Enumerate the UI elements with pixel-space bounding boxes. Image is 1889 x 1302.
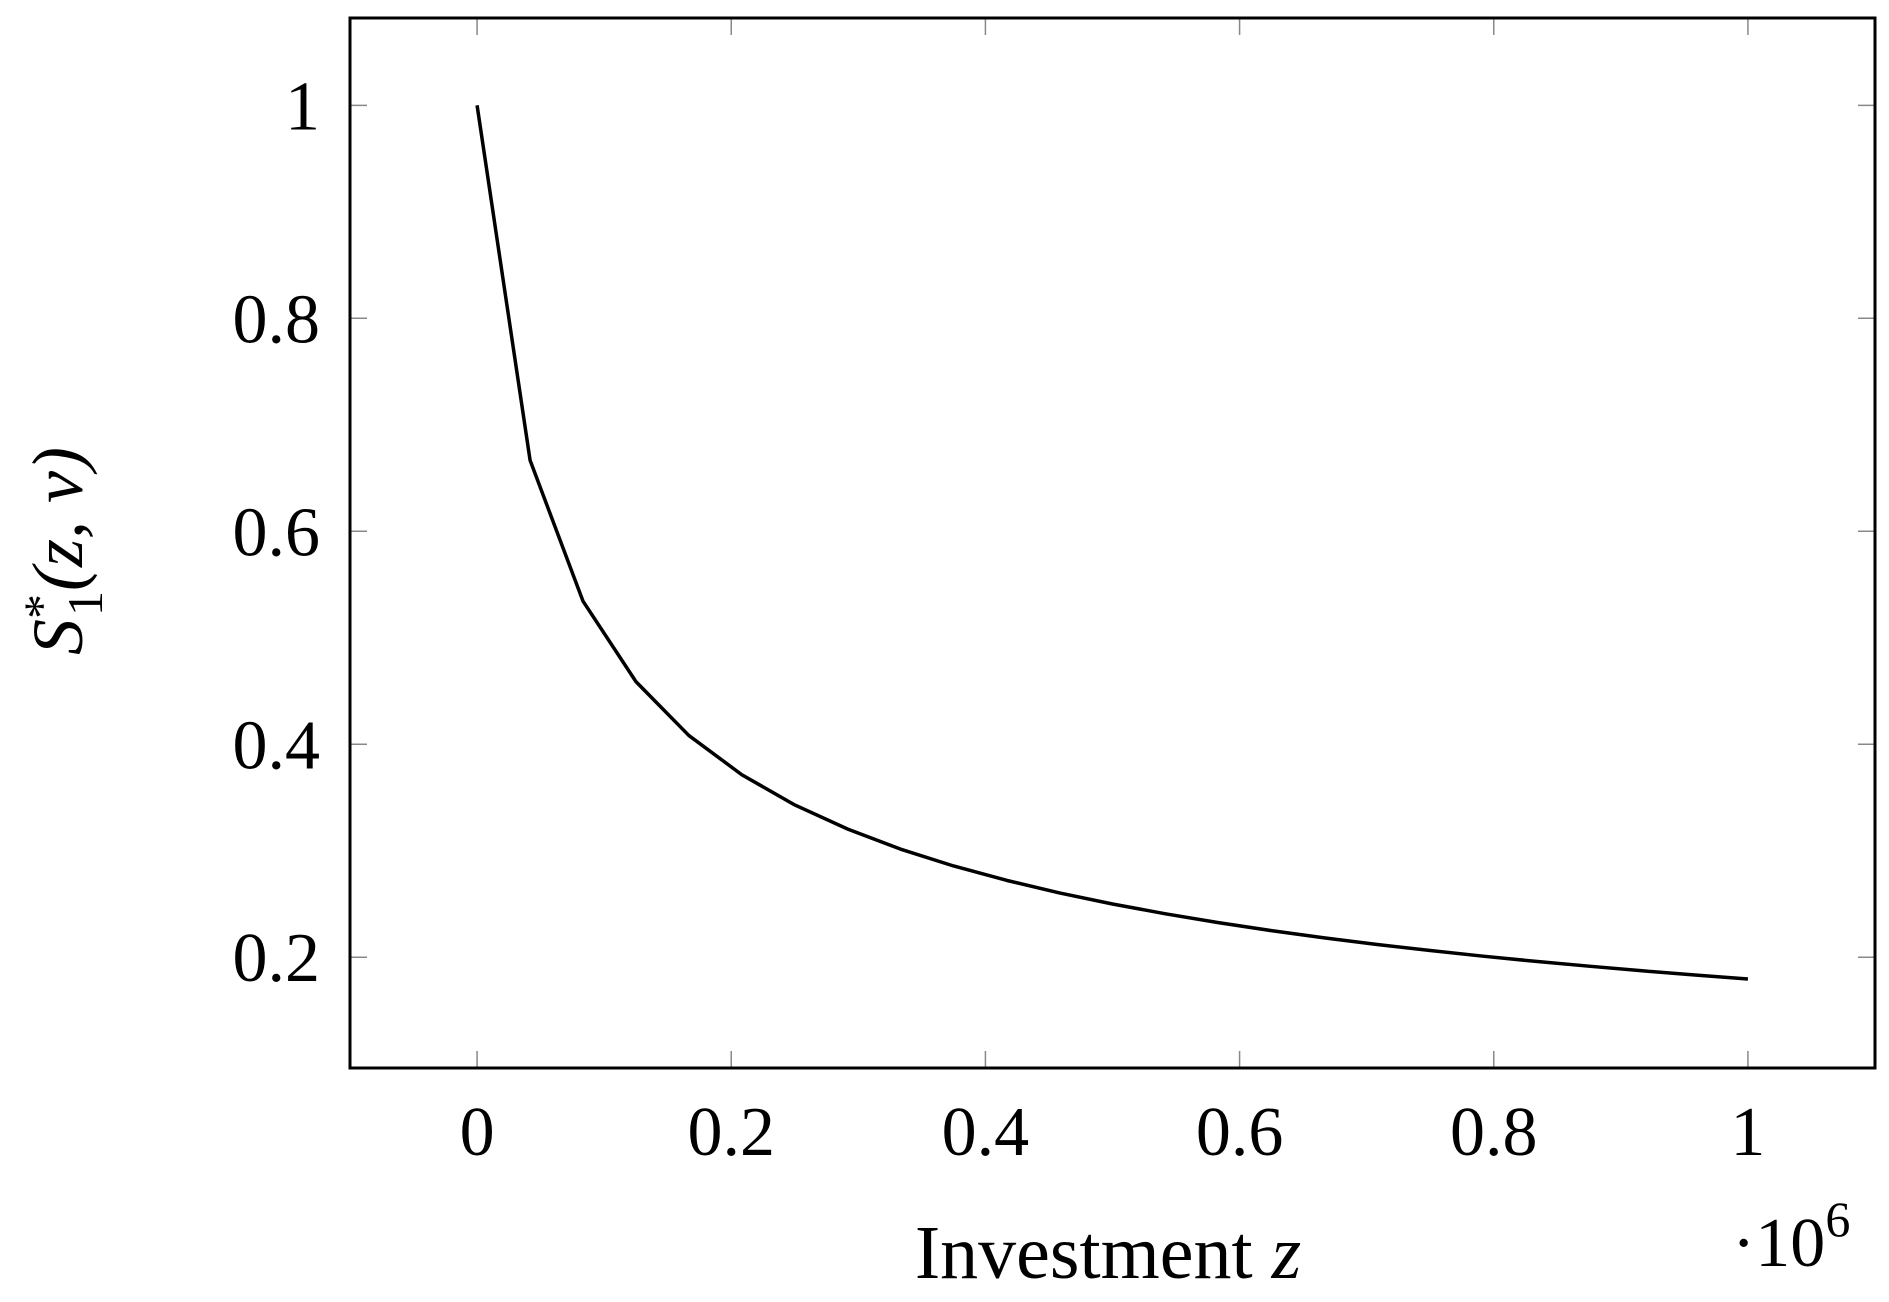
x-multiplier-base: ·10	[1732, 1205, 1825, 1282]
plot-frame	[348, 16, 1877, 1070]
x-axis-label: Investment z	[915, 1211, 1301, 1295]
x-tick-label: 0.4	[942, 1094, 1030, 1171]
y-label-sub: 1	[57, 591, 113, 616]
x-tick-label: 0.2	[688, 1094, 776, 1171]
data-line	[475, 105, 1749, 981]
y-tick-label: 0.2	[233, 920, 321, 997]
y-tick-label: 0.8	[233, 281, 321, 358]
y-label-main: S	[18, 619, 98, 655]
y-label-sup: *	[13, 594, 69, 619]
x-tick-label: 0.8	[1450, 1094, 1538, 1171]
x-multiplier: ·106	[1732, 1191, 1850, 1282]
x-label-text: Investment	[915, 1211, 1253, 1295]
y-label-args: (z, v)	[18, 447, 98, 591]
x-label-var: z	[1271, 1211, 1302, 1295]
x-tick-label: 0.6	[1196, 1094, 1284, 1171]
y-tick-label: 0.6	[233, 494, 321, 571]
y-tick-label: 1	[285, 68, 320, 145]
y-tick-label: 0.4	[233, 707, 321, 784]
x-multiplier-exponent: 6	[1825, 1191, 1850, 1247]
x-tick-label: 0	[460, 1094, 495, 1171]
y-axis-label: S*1(z, v)	[13, 447, 113, 655]
x-tick-label: 1	[1730, 1094, 1765, 1171]
